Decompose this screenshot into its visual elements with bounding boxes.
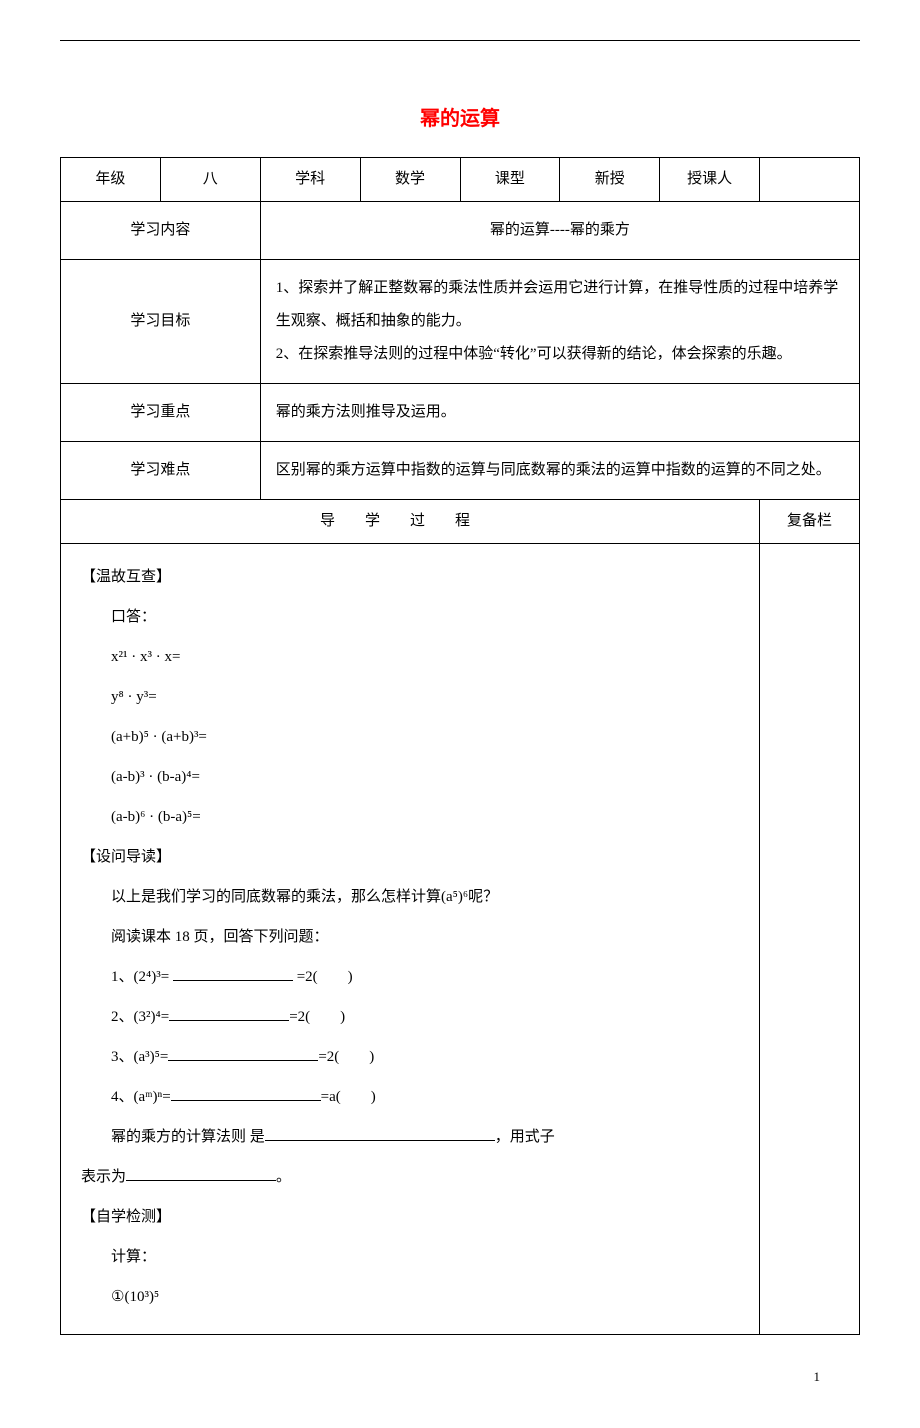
section2-rule: 幂的乘方的计算法则 是 ，用式子 (81, 1119, 739, 1155)
section1-item-4: (a-b)⁶ · (b-a)⁵= (81, 799, 739, 835)
focus-row: 学习重点 幂的乘方法则推导及运用。 (61, 384, 860, 442)
page-number: 1 (60, 1365, 860, 1388)
subject-label: 学科 (260, 158, 360, 202)
rule-prefix: 幂的乘方的计算法则 是 (111, 1129, 265, 1145)
express-suffix: 。 (276, 1169, 291, 1185)
content-value: 幂的运算----幂的乘方 (260, 202, 859, 260)
goals-label: 学习目标 (61, 260, 261, 384)
q1-suffix: =2( ) (293, 969, 353, 985)
section1-item-0: x²¹ · x³ · x= (81, 639, 739, 675)
q1-prefix: 1、(2⁴)³= (111, 969, 173, 985)
q2-suffix: =2( ) (289, 1009, 345, 1025)
section2-line2: 阅读课本 18 页，回答下列问题： (81, 919, 739, 955)
q3-blank (168, 1046, 318, 1061)
rule-blank (265, 1126, 495, 1141)
grade-label: 年级 (61, 158, 161, 202)
section3-item1: ①(10³)⁵ (81, 1279, 739, 1315)
q1-blank (173, 966, 293, 981)
section2-line1: 以上是我们学习的同底数幂的乘法，那么怎样计算(a⁵)⁶呢？ (81, 879, 739, 915)
q3-suffix: =2( ) (318, 1049, 374, 1065)
focus-value: 幂的乘方法则推导及运用。 (260, 384, 859, 442)
process-header-main: 导学过程 (61, 500, 760, 544)
notes-column-cell (760, 544, 860, 1335)
type-value: 新授 (560, 158, 660, 202)
section1-item-1: y⁸ · y³= (81, 679, 739, 715)
q2-prefix: 2、(3²)⁴= (111, 1009, 169, 1025)
difficulty-value: 区别幂的乘方运算中指数的运算与同底数幂的乘法的运算中指数的运算的不同之处。 (260, 442, 859, 500)
section2-q2: 2、(3²)⁴= =2( ) (81, 999, 739, 1035)
header-row: 年级 八 学科 数学 课型 新授 授课人 (61, 158, 860, 202)
q2-blank (169, 1006, 289, 1021)
difficulty-row: 学习难点 区别幂的乘方运算中指数的运算与同底数幂的乘法的运算中指数的运算的不同之… (61, 442, 860, 500)
top-horizontal-rule (60, 40, 860, 41)
q4-prefix: 4、(aᵐ)ⁿ= (111, 1089, 171, 1105)
section2-q4: 4、(aᵐ)ⁿ= =a( ) (81, 1079, 739, 1115)
difficulty-label: 学习难点 (61, 442, 261, 500)
q3-prefix: 3、(a³)⁵= (111, 1049, 168, 1065)
body-row: 【温故互查】 口答： x²¹ · x³ · x= y⁸ · y³= (a+b)⁵… (61, 544, 860, 1335)
title-text: 幂的运算 (420, 108, 500, 130)
section1-item-2: (a+b)⁵ · (a+b)³= (81, 719, 739, 755)
document-title: 幂的运算 (60, 101, 860, 137)
q4-suffix: =a( ) (321, 1089, 376, 1105)
section1-header: 【温故互查】 (81, 559, 739, 595)
content-label: 学习内容 (61, 202, 261, 260)
section2-header: 【设问导读】 (81, 839, 739, 875)
type-label: 课型 (460, 158, 560, 202)
express-blank (126, 1166, 276, 1181)
process-header-notes: 复备栏 (760, 500, 860, 544)
section2-q1: 1、(2⁴)³= =2( ) (81, 959, 739, 995)
process-header-row: 导学过程 复备栏 (61, 500, 860, 544)
lesson-plan-table: 年级 八 学科 数学 课型 新授 授课人 学习内容 幂的运算----幂的乘方 学… (60, 157, 860, 1335)
q4-blank (171, 1086, 321, 1101)
grade-value: 八 (160, 158, 260, 202)
goals-row: 学习目标 1、探索并了解正整数幂的乘法性质并会运用它进行计算，在推导性质的过程中… (61, 260, 860, 384)
focus-label: 学习重点 (61, 384, 261, 442)
section2-express: 表示为 。 (81, 1159, 739, 1195)
section1-item-3: (a-b)³ · (b-a)⁴= (81, 759, 739, 795)
express-prefix: 表示为 (81, 1169, 126, 1185)
teacher-value (760, 158, 860, 202)
content-row: 学习内容 幂的运算----幂的乘方 (61, 202, 860, 260)
teacher-label: 授课人 (660, 158, 760, 202)
section1-intro: 口答： (81, 599, 739, 635)
section2-q3: 3、(a³)⁵= =2( ) (81, 1039, 739, 1075)
goals-value: 1、探索并了解正整数幂的乘法性质并会运用它进行计算，在推导性质的过程中培养学生观… (260, 260, 859, 384)
section3-header: 【自学检测】 (81, 1199, 739, 1235)
section3-intro: 计算： (81, 1239, 739, 1275)
subject-value: 数学 (360, 158, 460, 202)
rule-suffix: ，用式子 (495, 1129, 555, 1145)
body-content-cell: 【温故互查】 口答： x²¹ · x³ · x= y⁸ · y³= (a+b)⁵… (61, 544, 760, 1335)
